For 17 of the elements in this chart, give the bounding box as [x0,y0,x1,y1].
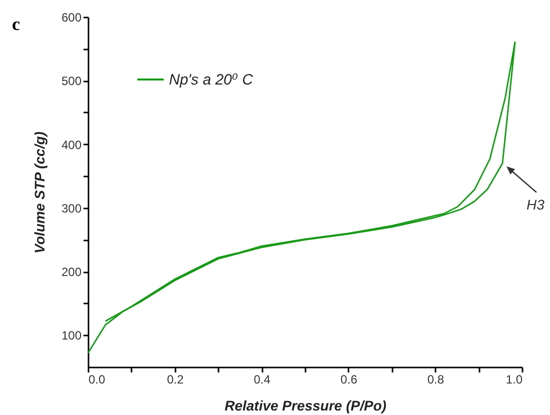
x-tick-label: 0.6 [340,372,358,386]
chart-title: c [12,14,20,34]
x-tick-label: 0.4 [254,372,271,386]
x-tick-label: 0.8 [427,372,444,386]
annotation: H3 [526,196,545,212]
y-axis-title: Volume STP (cc/g) [31,131,48,254]
x-tick-label: 0.2 [166,372,184,386]
y-tick-label: 500 [61,74,82,88]
y-tick-label: 100 [61,328,82,343]
x-tick-label: 0.0 [88,372,106,386]
x-tick-label: 1.0 [506,372,523,386]
y-tick-label: 400 [61,138,82,152]
legend-label: Np's a 20⁰ C [169,72,254,88]
y-tick-label: 200 [61,265,82,280]
y-tick-label: 300 [61,201,82,216]
x-axis-title: Relative Pressure (P/Po) [224,398,387,414]
y-tick-label: 600 [61,10,82,24]
